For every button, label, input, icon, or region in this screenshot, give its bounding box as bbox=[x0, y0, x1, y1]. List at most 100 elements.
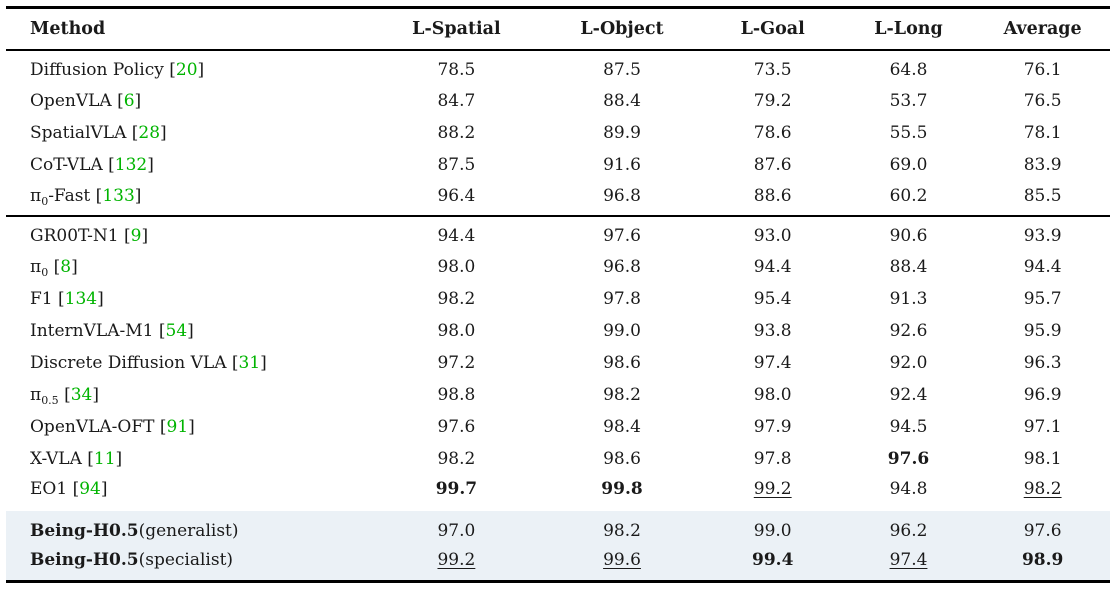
value-cell: 79.2 bbox=[704, 85, 842, 117]
table-row: EO1 [94] 99.7 99.8 99.2 94.8 98.2 bbox=[6, 475, 1110, 510]
table-row: SpatialVLA [28] 88.2 89.9 78.6 55.5 78.1 bbox=[6, 117, 1110, 149]
metric-value: 99.4 bbox=[752, 550, 794, 571]
value-cell: 99.4 bbox=[704, 546, 842, 582]
metric-value: 98.2 bbox=[603, 384, 641, 405]
citation-link[interactable]: 54 bbox=[165, 320, 188, 341]
value-cell: 99.6 bbox=[540, 546, 703, 582]
citation-link[interactable]: 134 bbox=[64, 288, 98, 309]
citation: [132] bbox=[108, 154, 154, 175]
citation: [28] bbox=[131, 122, 167, 143]
metric-value: 76.1 bbox=[1023, 59, 1062, 80]
value-cell: 89.9 bbox=[540, 117, 703, 149]
metric-value: 88.6 bbox=[753, 185, 792, 206]
value-cell: 78.5 bbox=[373, 50, 541, 85]
method-name: Being-H0.5 bbox=[30, 550, 139, 571]
value-cell: 94.5 bbox=[842, 411, 976, 443]
citation-link[interactable]: 94 bbox=[79, 479, 101, 500]
metric-value: 93.0 bbox=[753, 225, 792, 246]
metric-value: 94.8 bbox=[889, 479, 928, 500]
method-name: (generalist) bbox=[138, 520, 239, 541]
value-cell: 98.2 bbox=[975, 475, 1110, 510]
citation: [34] bbox=[64, 384, 100, 405]
metric-value: 99.8 bbox=[601, 479, 643, 500]
metric-value: 64.8 bbox=[889, 59, 928, 80]
citation: [8] bbox=[53, 256, 78, 277]
metric-value: 76.5 bbox=[1023, 90, 1062, 111]
citation: [9] bbox=[124, 225, 149, 246]
citation: [134] bbox=[58, 288, 104, 309]
citation-link[interactable]: 34 bbox=[70, 384, 93, 405]
value-cell: 95.4 bbox=[704, 283, 842, 315]
metric-value: 98.9 bbox=[1021, 550, 1064, 571]
value-cell: 94.4 bbox=[704, 251, 842, 283]
metric-value: 96.8 bbox=[603, 185, 641, 206]
value-cell: 93.8 bbox=[704, 315, 842, 347]
value-cell: 99.0 bbox=[540, 315, 703, 347]
value-cell: 69.0 bbox=[842, 149, 976, 181]
metric-value: 90.6 bbox=[889, 225, 928, 246]
value-cell: 73.5 bbox=[704, 50, 842, 85]
method-cell: InternVLA-M1 [54] bbox=[6, 315, 373, 347]
citation-link[interactable]: 6 bbox=[123, 90, 135, 111]
value-cell: 85.5 bbox=[975, 181, 1110, 216]
value-cell: 84.7 bbox=[373, 85, 541, 117]
value-cell: 91.6 bbox=[540, 149, 703, 181]
value-cell: 87.5 bbox=[373, 149, 541, 181]
method-cell: Being-H0.5(generalist) bbox=[6, 510, 373, 546]
metric-value: 98.2 bbox=[1023, 479, 1062, 500]
metric-value: 91.6 bbox=[603, 154, 641, 175]
metric-value: 78.6 bbox=[753, 122, 792, 143]
citation-link[interactable]: 31 bbox=[238, 352, 261, 373]
value-cell: 78.1 bbox=[975, 117, 1110, 149]
citation: [133] bbox=[95, 185, 142, 206]
method-subscript: 0 bbox=[41, 194, 49, 208]
metric-value: 95.7 bbox=[1023, 288, 1062, 309]
metric-value: 83.9 bbox=[1023, 154, 1062, 175]
value-cell: 94.8 bbox=[842, 475, 976, 510]
method-subscript: 0.5 bbox=[41, 393, 59, 407]
citation-link[interactable]: 11 bbox=[93, 448, 116, 469]
value-cell: 97.6 bbox=[540, 216, 703, 251]
value-cell: 98.0 bbox=[704, 379, 842, 411]
citation-link[interactable]: 28 bbox=[138, 122, 161, 143]
table-row: GR00T-N1 [9] 94.4 97.6 93.0 90.6 93.9 bbox=[6, 216, 1110, 251]
metric-value: 85.5 bbox=[1023, 185, 1062, 206]
value-cell: 55.5 bbox=[842, 117, 976, 149]
table-section-recent-models: GR00T-N1 [9] 94.4 97.6 93.0 90.6 93.9 π0 [8] 98… bbox=[6, 216, 1110, 510]
citation: [20] bbox=[169, 59, 205, 80]
value-cell: 97.8 bbox=[540, 283, 703, 315]
value-cell: 97.6 bbox=[842, 443, 976, 475]
metric-value: 89.9 bbox=[603, 122, 641, 143]
metric-value: 69.0 bbox=[889, 154, 928, 175]
metric-value: 97.8 bbox=[753, 448, 792, 469]
metric-value: 78.5 bbox=[437, 59, 476, 80]
metric-value: 96.8 bbox=[603, 256, 641, 277]
metric-value: 92.4 bbox=[889, 384, 928, 405]
value-cell: 96.3 bbox=[975, 347, 1110, 379]
method-name: F1 bbox=[30, 288, 59, 309]
citation-link[interactable]: 20 bbox=[175, 59, 198, 80]
citation-link[interactable]: 8 bbox=[60, 256, 72, 277]
metric-value: 55.5 bbox=[889, 122, 928, 143]
citation-link[interactable]: 132 bbox=[114, 154, 148, 175]
metric-value: 88.4 bbox=[889, 256, 928, 277]
value-cell: 94.4 bbox=[373, 216, 541, 251]
metric-value: 99.6 bbox=[603, 550, 641, 571]
value-cell: 97.4 bbox=[842, 546, 976, 582]
value-cell: 96.9 bbox=[975, 379, 1110, 411]
method-cell: Diffusion Policy [20] bbox=[6, 50, 373, 85]
method-name: InternVLA-M1 bbox=[30, 320, 159, 341]
metric-value: 60.2 bbox=[889, 185, 928, 206]
citation-link[interactable]: 91 bbox=[166, 416, 189, 437]
column-header-l-object: L-Object bbox=[580, 18, 664, 39]
method-cell: π0 [8] bbox=[6, 251, 373, 283]
method-cell: OpenVLA-OFT [91] bbox=[6, 411, 373, 443]
method-name: π bbox=[30, 185, 42, 206]
citation-link[interactable]: 133 bbox=[102, 185, 135, 206]
value-cell: 98.2 bbox=[540, 379, 703, 411]
citation-link[interactable]: 9 bbox=[130, 225, 142, 246]
value-cell: 98.6 bbox=[540, 443, 703, 475]
value-cell: 99.0 bbox=[704, 510, 842, 546]
table-header: Method L-Spatial L-Object L-Goal L-Long … bbox=[6, 7, 1110, 50]
